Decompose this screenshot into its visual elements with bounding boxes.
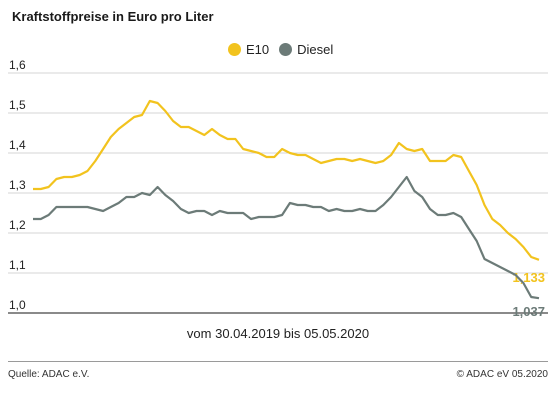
series-line-e10: [33, 99, 540, 261]
source-note: Quelle: ADAC e.V.: [8, 369, 90, 380]
legend-item-diesel: Diesel: [279, 42, 333, 57]
y-tick-label: 1,5: [9, 98, 26, 112]
legend-swatch-diesel: [279, 43, 293, 56]
end-value-label-diesel: 1,037: [512, 304, 545, 319]
date-range-label: vom 30.04.2019 bis 05.05.2020: [186, 326, 370, 341]
footer-divider: [8, 361, 548, 362]
legend-label-e10: E10: [246, 42, 270, 57]
chart-title: Kraftstoffpreise in Euro pro Liter: [12, 9, 214, 24]
y-tick-label: 1,1: [9, 258, 26, 272]
legend: E10 Diesel: [228, 42, 333, 57]
y-tick-label: 1,0: [9, 298, 26, 312]
legend-label-diesel: Diesel: [297, 42, 334, 57]
y-tick-label: 1,6: [9, 58, 26, 72]
y-tick-label: 1,3: [9, 178, 26, 192]
y-tick-label: 1,2: [9, 218, 26, 232]
series-line-diesel: [33, 175, 540, 300]
legend-item-e10: E10: [228, 42, 269, 57]
y-tick-label: 1,4: [9, 138, 26, 152]
copyright-note: © ADAC eV 05.2020: [456, 369, 548, 380]
legend-swatch-e10: [228, 43, 241, 56]
